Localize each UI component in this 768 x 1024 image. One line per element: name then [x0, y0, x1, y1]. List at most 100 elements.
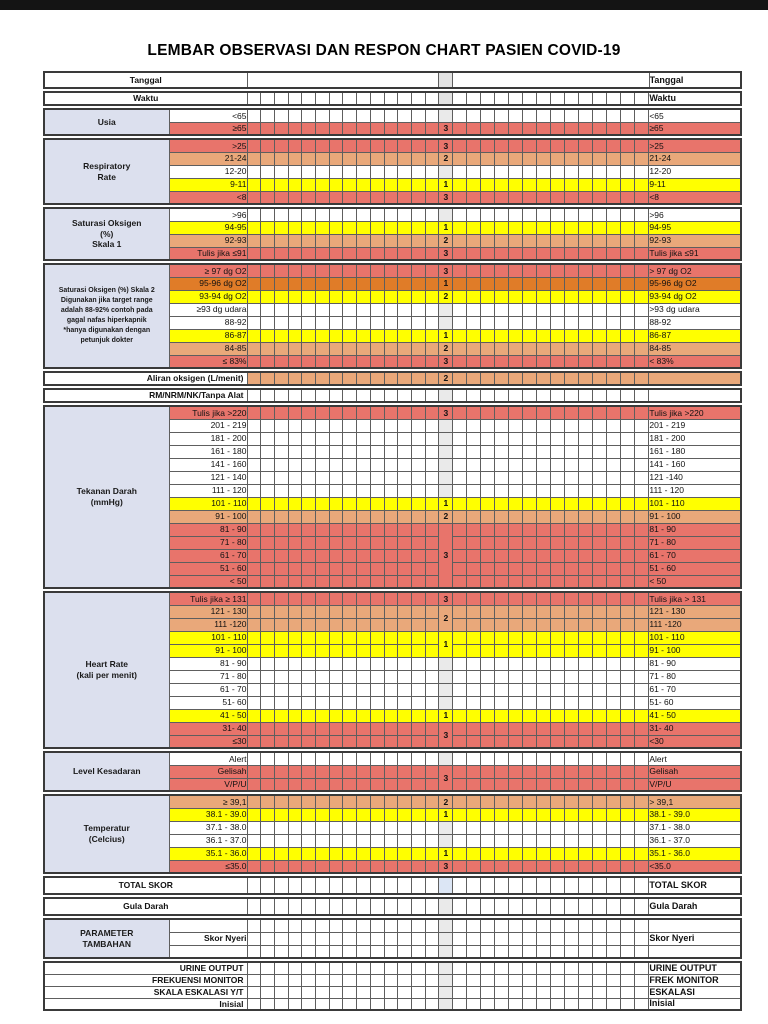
entry-cell — [424, 522, 440, 537]
entry-cell — [634, 807, 650, 822]
entry-cell — [342, 431, 358, 446]
entry-cell — [342, 591, 358, 606]
time-entry-cell — [287, 91, 303, 106]
score-cell — [438, 207, 454, 222]
entry-cell — [369, 151, 385, 166]
entry-cell — [564, 457, 580, 472]
entry-cell — [369, 177, 385, 192]
right-range-label: 181 - 200 — [648, 431, 742, 446]
entry-cell — [522, 708, 538, 723]
entry-cell — [369, 509, 385, 524]
entry-cell — [592, 190, 608, 205]
entry-cell — [315, 388, 330, 403]
entry-cell — [564, 354, 580, 369]
entry-cell — [397, 457, 412, 472]
entry-cell — [564, 289, 580, 304]
entry-cell — [397, 470, 412, 485]
entry-cell — [620, 496, 636, 511]
entry-cell — [315, 535, 330, 550]
entry-cell — [592, 302, 608, 317]
entry-cell — [522, 138, 538, 153]
entry-cell — [328, 794, 344, 809]
entry-cell — [634, 846, 650, 861]
entry-cell — [260, 246, 275, 261]
entry-cell — [301, 833, 317, 848]
entry-cell — [246, 263, 262, 278]
right-range-label: Tulis jika >220 — [648, 405, 742, 420]
entry-cell — [397, 897, 412, 916]
entry-cell — [301, 207, 317, 222]
entry-cell — [424, 944, 440, 959]
entry-cell — [508, 820, 524, 835]
entry-cell — [578, 470, 594, 485]
entry-cell — [301, 190, 317, 205]
entry-cell — [508, 656, 524, 671]
entry-cell — [342, 695, 358, 710]
range-label: 12-20 — [168, 164, 248, 179]
entry-cell — [342, 121, 358, 136]
bottom-row-right-label: FREK MONITOR — [648, 973, 742, 987]
entry-cell — [273, 276, 289, 291]
entry-cell — [606, 354, 622, 369]
entry-cell — [466, 207, 482, 222]
entry-cell — [287, 276, 303, 291]
entry-cell — [466, 341, 482, 356]
entry-cell — [397, 591, 412, 606]
entry-cell — [328, 522, 344, 537]
entry-cell — [260, 777, 275, 792]
section-aliran-oksigen: Aliran oksigen (L/menit) 2 — [43, 371, 742, 386]
entry-cell — [383, 944, 399, 959]
entry-cell — [592, 561, 608, 576]
entry-cell — [315, 721, 330, 736]
entry-cell — [452, 405, 468, 420]
entry-cell — [342, 643, 358, 658]
entry-cell — [328, 289, 344, 304]
entry-cell — [260, 859, 275, 874]
entry-cell — [342, 876, 358, 895]
entry-cell — [246, 371, 262, 386]
entry-cell — [634, 177, 650, 192]
entry-cell — [536, 574, 552, 589]
entry-cell — [260, 431, 275, 446]
entry-cell — [246, 931, 262, 946]
entry-cell — [494, 617, 510, 632]
entry-cell — [356, 643, 371, 658]
entry-cell — [480, 695, 496, 710]
entry-cell — [246, 918, 262, 933]
entry-cell — [328, 604, 344, 619]
entry-cell — [494, 470, 510, 485]
entry-cell — [620, 777, 636, 792]
range-label: 37.1 - 38.0 — [168, 820, 248, 835]
entry-cell — [620, 695, 636, 710]
score-cell — [438, 931, 454, 946]
entry-cell — [592, 591, 608, 606]
section-label-tekanan-darah: Tekanan Darah (mmHg) — [43, 405, 170, 589]
entry-cell — [397, 177, 412, 192]
section-label-line: (kali per menit) — [76, 670, 137, 680]
entry-cell — [383, 328, 399, 343]
entry-cell — [508, 444, 524, 459]
entry-cell — [536, 604, 552, 619]
entry-cell — [383, 289, 399, 304]
entry-cell — [620, 190, 636, 205]
entry-cell — [301, 961, 317, 975]
entry-cell — [606, 656, 622, 671]
entry-cell — [397, 751, 412, 766]
entry-cell — [369, 220, 385, 235]
entry-cell — [301, 846, 317, 861]
entry-cell — [301, 669, 317, 684]
entry-cell — [383, 263, 399, 278]
entry-cell — [369, 944, 385, 959]
entry-cell — [287, 656, 303, 671]
entry-cell — [369, 263, 385, 278]
entry-cell — [342, 207, 358, 222]
entry-cell — [301, 509, 317, 524]
entry-cell — [578, 734, 594, 749]
entry-cell — [480, 682, 496, 697]
entry-cell — [328, 764, 344, 779]
entry-cell — [452, 751, 468, 766]
entry-cell — [592, 522, 608, 537]
entry-cell — [397, 263, 412, 278]
entry-cell — [634, 630, 650, 645]
entry-cell — [536, 708, 552, 723]
